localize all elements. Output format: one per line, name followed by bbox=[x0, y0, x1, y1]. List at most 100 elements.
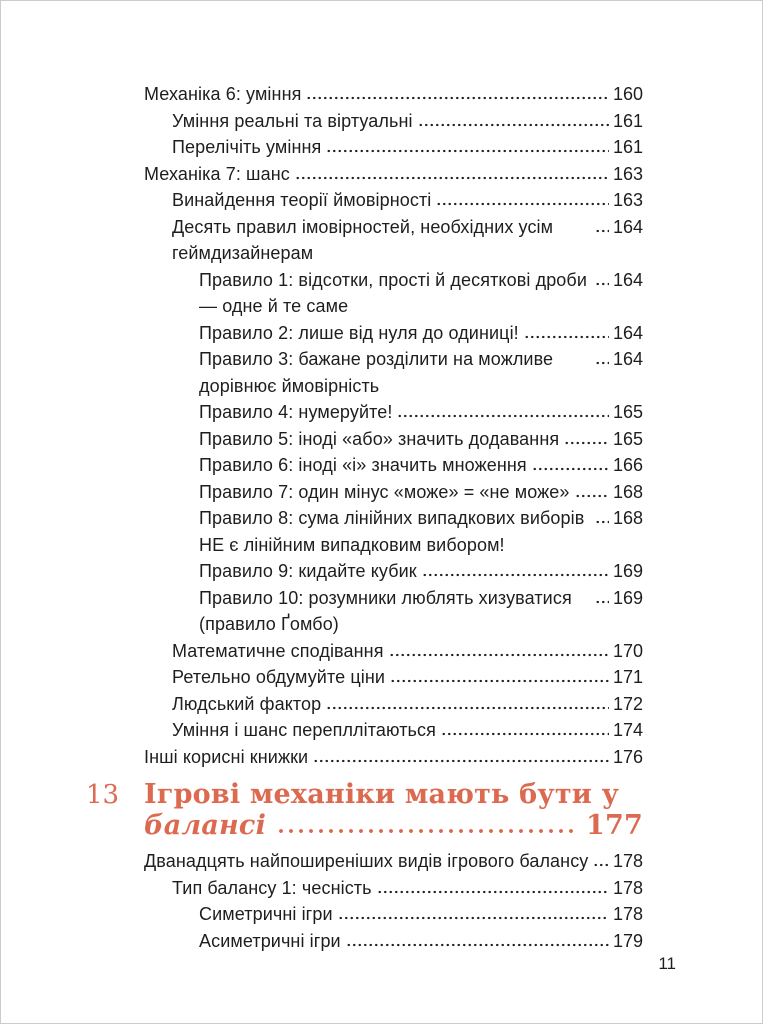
toc-entry: Правило 7: один мінус «може» = «не може»… bbox=[144, 479, 643, 506]
dot-leader bbox=[294, 175, 609, 180]
toc-entry-text: Правило 3: бажане розділити на можливе д… bbox=[199, 349, 554, 396]
toc-page-number: 166 bbox=[612, 455, 643, 475]
toc-entry-text: Механіка 7: шанс bbox=[144, 163, 290, 184]
toc-page-number: 164 bbox=[612, 349, 643, 369]
toc-page-number: 161 bbox=[612, 137, 643, 157]
toc-entry-text: Дванадцять найпоширеніших видів ігрового… bbox=[144, 851, 589, 871]
toc-entry: Асиметричні ігри 179 bbox=[144, 928, 643, 955]
toc-entry: Правило 9: кидайте кубик 169 bbox=[144, 558, 643, 585]
toc-entry: Тип балансу 1: чесність 178 bbox=[144, 875, 643, 902]
toc-page-number: 161 bbox=[612, 110, 643, 131]
dot-leader bbox=[594, 520, 609, 524]
dot-leader bbox=[574, 493, 609, 498]
chapter-title-italic: балансі bbox=[144, 810, 267, 841]
dot-leader bbox=[376, 889, 609, 894]
toc-page-number: 178 bbox=[612, 904, 643, 924]
toc-page-number: 171 bbox=[612, 667, 643, 687]
toc-entry: Механіка 7: шанс 163 bbox=[144, 161, 643, 188]
toc-entry: Людський фактор 172 bbox=[144, 691, 643, 718]
dot-leader bbox=[306, 96, 609, 100]
toc-entry: Механіка 6: уміння 160 bbox=[144, 81, 643, 108]
toc-entry: Дванадцять найпоширеніших видів ігрового… bbox=[144, 848, 643, 875]
toc-entry: Уміння і шанс перепллітаються 174 bbox=[144, 717, 643, 744]
toc-entry-text: Правило 7: один мінус «може» = «не може» bbox=[199, 481, 570, 502]
toc-page-number: 169 bbox=[612, 587, 643, 608]
dot-leader bbox=[421, 573, 609, 577]
dot-leader bbox=[326, 705, 609, 710]
toc-entry-text: Правило 6: іноді «і» значить множення bbox=[199, 455, 527, 475]
dot-leader bbox=[594, 361, 609, 365]
toc-entry: Симетричні ігри 178 bbox=[144, 901, 643, 928]
toc-page-number: 170 bbox=[612, 640, 643, 661]
toc-entry: Перелічіть уміння 161 bbox=[144, 134, 643, 161]
toc-entry-text: Перелічіть уміння bbox=[172, 137, 322, 157]
toc-page-number: 164 bbox=[612, 269, 643, 290]
chapter-number: 13 bbox=[86, 780, 120, 810]
toc-entry: Правило 4: нумеруйте! 165 bbox=[144, 399, 643, 426]
toc-entry-text: Правило 2: лише від нуля до одиниці! bbox=[199, 322, 519, 343]
dot-leader bbox=[417, 122, 609, 127]
chapter-title-line1: Ігрові механіки мають бути у bbox=[144, 779, 620, 810]
chapter-title-line2: балансі 177 bbox=[144, 810, 643, 841]
toc-entry: Ретельно обдумуйте ціни 171 bbox=[144, 664, 643, 691]
chapter-page-number: 177 bbox=[586, 810, 643, 841]
dot-leader bbox=[594, 281, 609, 286]
dot-leader bbox=[337, 916, 609, 920]
toc-entry-text: Правило 9: кидайте кубик bbox=[199, 561, 417, 581]
toc-entry: Правило 10: розумники люблять хизуватися… bbox=[144, 585, 643, 638]
toc-entry: Уміння реальні та віртуальні 161 bbox=[144, 108, 643, 135]
toc-page-number: 164 bbox=[612, 322, 643, 343]
chapter-heading-row: 13 Ігрові механіки мають бути у балансі … bbox=[86, 779, 643, 841]
dot-leader bbox=[326, 149, 609, 153]
toc-entry-text: Механіка 6: уміння bbox=[144, 84, 302, 104]
dot-leader bbox=[594, 228, 609, 233]
toc-page-number: 168 bbox=[612, 508, 643, 528]
toc-entry: Правило 3: бажане розділити на можливе д… bbox=[144, 346, 643, 399]
toc-entry: Правило 5: іноді «або» значить додавання… bbox=[144, 426, 643, 453]
toc-entry-text: Правило 8: сума лінійних випадкових вибо… bbox=[199, 508, 585, 555]
dot-leader bbox=[388, 652, 609, 657]
toc-page-number: 163 bbox=[612, 163, 643, 184]
toc-page-number: 165 bbox=[612, 428, 643, 449]
toc-entry-text: Винайдення теорії ймовірності bbox=[172, 190, 432, 210]
chapter-title: Ігрові механіки мають бути у балансі 177 bbox=[144, 779, 643, 841]
toc-page-number: 165 bbox=[612, 402, 643, 422]
toc-entry: Математичне сподівання 170 bbox=[144, 638, 643, 665]
toc-entry: Правило 2: лише від нуля до одиниці! 164 bbox=[144, 320, 643, 347]
dot-leader bbox=[594, 599, 609, 604]
dot-leader bbox=[313, 758, 609, 763]
toc-entry-text: Правило 5: іноді «або» значить додавання bbox=[199, 428, 560, 449]
toc-entry-text: Симетричні ігри bbox=[199, 904, 333, 924]
dot-leader bbox=[345, 942, 609, 947]
toc-page-number: 160 bbox=[612, 84, 643, 104]
dot-leader bbox=[593, 863, 609, 867]
toc-page-number: 178 bbox=[612, 877, 643, 898]
toc-entry-text: Асиметричні ігри bbox=[199, 930, 341, 951]
toc-page-number: 174 bbox=[612, 720, 643, 740]
toc-page-number: 169 bbox=[612, 561, 643, 581]
toc-page-number: 163 bbox=[612, 190, 643, 210]
dot-leader bbox=[397, 414, 609, 418]
toc-entry: Правило 8: сума лінійних випадкових вибо… bbox=[144, 505, 643, 558]
toc-page-number: 179 bbox=[612, 930, 643, 951]
toc-page-number: 176 bbox=[612, 746, 643, 767]
toc-list: Механіка 6: уміння 160 Уміння реальні та… bbox=[86, 81, 643, 955]
toc-entry-text: Людський фактор bbox=[172, 693, 322, 714]
dot-leader bbox=[436, 202, 609, 206]
toc-entry: Десять правил імовірностей, необхідних у… bbox=[144, 214, 643, 267]
toc-entry-text: Ретельно обдумуйте ціни bbox=[172, 667, 386, 687]
toc-entry-text: Правило 10: розумники люблять хизуватися… bbox=[199, 587, 572, 635]
toc-entry-text: Уміння і шанс перепллітаються bbox=[172, 720, 436, 740]
toc-page-number: 172 bbox=[612, 693, 643, 714]
toc-entry: Правило 1: відсотки, прості й десяткові … bbox=[144, 267, 643, 320]
dot-leader bbox=[390, 679, 609, 683]
toc-entry-text: Інші корисні книжки bbox=[144, 746, 309, 767]
dot-leader bbox=[564, 440, 609, 445]
dot-leader bbox=[531, 467, 609, 471]
toc-entry-text: Уміння реальні та віртуальні bbox=[172, 110, 413, 131]
toc-entry-text: Математичне сподівання bbox=[172, 640, 384, 661]
dot-leader bbox=[523, 334, 609, 339]
toc-entry-text: Правило 1: відсотки, прості й десяткові … bbox=[199, 269, 587, 317]
toc-page-number: 168 bbox=[612, 481, 643, 502]
